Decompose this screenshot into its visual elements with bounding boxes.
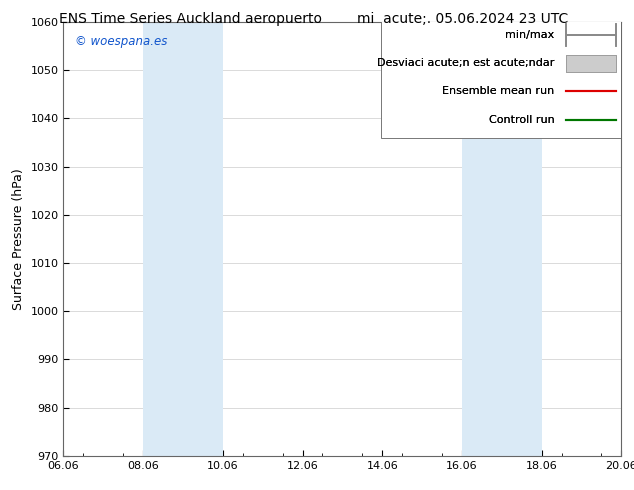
Text: © woespana.es: © woespana.es <box>75 35 167 48</box>
Text: Controll run: Controll run <box>489 115 554 124</box>
Text: Desviaci acute;n est acute;ndar: Desviaci acute;n est acute;ndar <box>377 58 554 68</box>
Text: Ensemble mean run: Ensemble mean run <box>442 86 554 97</box>
Text: ENS Time Series Auckland aeropuerto: ENS Time Series Auckland aeropuerto <box>59 12 321 26</box>
FancyBboxPatch shape <box>566 54 616 72</box>
FancyBboxPatch shape <box>566 54 616 72</box>
Text: Controll run: Controll run <box>489 115 554 124</box>
Bar <box>143 22 223 456</box>
Text: mi  acute;. 05.06.2024 23 UTC: mi acute;. 05.06.2024 23 UTC <box>357 12 569 26</box>
Y-axis label: Surface Pressure (hPa): Surface Pressure (hPa) <box>12 168 25 310</box>
Text: Desviaci acute;n est acute;ndar: Desviaci acute;n est acute;ndar <box>377 58 554 68</box>
FancyBboxPatch shape <box>382 17 627 138</box>
Bar <box>462 22 541 456</box>
Text: min/max: min/max <box>505 30 554 40</box>
Text: min/max: min/max <box>505 30 554 40</box>
Text: Ensemble mean run: Ensemble mean run <box>442 86 554 97</box>
